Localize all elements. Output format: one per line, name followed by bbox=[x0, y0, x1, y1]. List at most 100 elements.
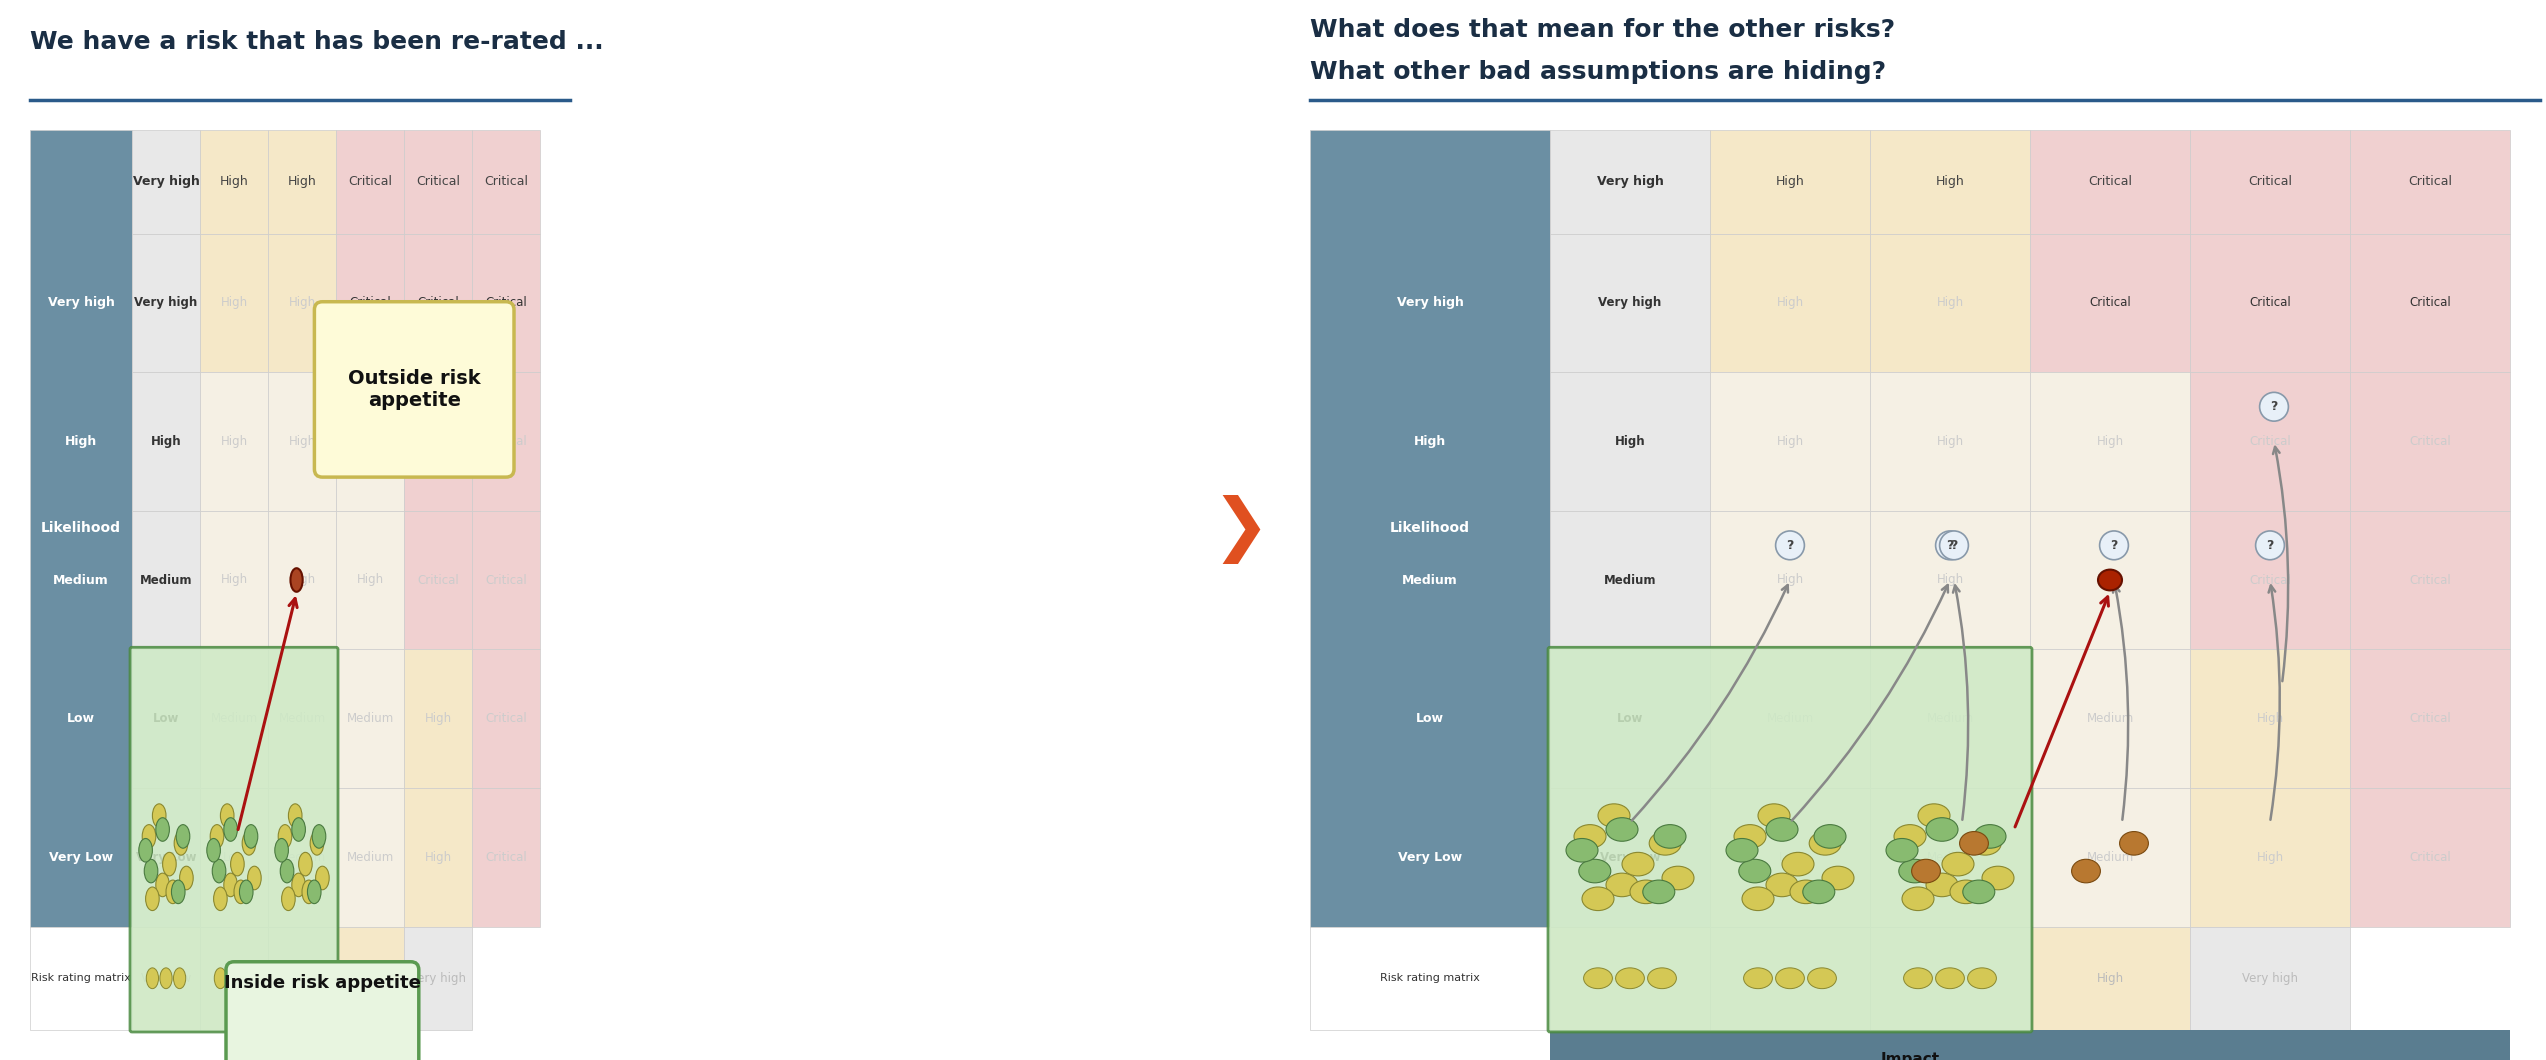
Bar bbox=[2190, 233, 2350, 372]
Text: Medium: Medium bbox=[1927, 851, 1973, 864]
Bar bbox=[1711, 926, 1869, 1030]
Text: High: High bbox=[1775, 175, 1805, 189]
Bar bbox=[267, 926, 336, 1030]
Text: Medium: Medium bbox=[140, 573, 193, 586]
Bar bbox=[132, 788, 201, 926]
Ellipse shape bbox=[1894, 825, 1925, 848]
Bar bbox=[201, 233, 267, 372]
Bar bbox=[201, 926, 267, 1030]
Text: Critical: Critical bbox=[2090, 297, 2131, 310]
Text: High: High bbox=[288, 297, 316, 310]
Text: High: High bbox=[356, 435, 384, 448]
Ellipse shape bbox=[1960, 831, 1988, 855]
Text: High: High bbox=[2095, 435, 2123, 448]
Text: Very low: Very low bbox=[140, 972, 191, 985]
Text: Very high: Very high bbox=[132, 175, 199, 189]
Ellipse shape bbox=[234, 880, 247, 903]
Ellipse shape bbox=[143, 825, 155, 848]
Text: Critical: Critical bbox=[418, 573, 458, 586]
Circle shape bbox=[1775, 531, 1805, 560]
Text: Very high: Very high bbox=[135, 297, 199, 310]
Bar bbox=[1869, 130, 2029, 233]
Text: High: High bbox=[2256, 851, 2284, 864]
Bar bbox=[267, 233, 336, 372]
Ellipse shape bbox=[1973, 825, 2006, 848]
Ellipse shape bbox=[288, 803, 303, 828]
Text: Critical: Critical bbox=[418, 297, 458, 310]
Bar bbox=[1869, 233, 2029, 372]
Ellipse shape bbox=[206, 838, 222, 862]
Text: Medium: Medium bbox=[1403, 573, 1459, 586]
Circle shape bbox=[1940, 531, 1968, 560]
Bar bbox=[405, 511, 471, 650]
Ellipse shape bbox=[1599, 803, 1629, 828]
Text: Low: Low bbox=[1416, 712, 1444, 725]
Bar bbox=[336, 130, 405, 233]
Ellipse shape bbox=[1968, 831, 2001, 855]
Text: ?: ? bbox=[2111, 538, 2118, 552]
Bar bbox=[1869, 372, 2029, 511]
Ellipse shape bbox=[153, 803, 165, 828]
Bar bbox=[2190, 788, 2350, 926]
Bar bbox=[1311, 926, 1551, 1030]
Text: Medium: Medium bbox=[2085, 851, 2134, 864]
Text: Critical: Critical bbox=[2248, 435, 2291, 448]
Bar bbox=[336, 926, 405, 1030]
Bar bbox=[336, 372, 405, 511]
Text: Critical: Critical bbox=[2248, 175, 2291, 189]
Text: Medium: Medium bbox=[346, 712, 395, 725]
Ellipse shape bbox=[1739, 860, 1772, 883]
Bar bbox=[1551, 511, 1711, 650]
Ellipse shape bbox=[295, 968, 308, 989]
Bar bbox=[201, 650, 267, 788]
Bar bbox=[132, 926, 201, 1030]
Ellipse shape bbox=[1963, 880, 1996, 903]
Bar bbox=[1311, 130, 1551, 926]
Ellipse shape bbox=[224, 817, 237, 842]
Ellipse shape bbox=[244, 825, 257, 848]
FancyBboxPatch shape bbox=[130, 648, 339, 1032]
Bar bbox=[267, 788, 336, 926]
Text: High: High bbox=[288, 175, 316, 189]
Text: Very high: Very high bbox=[1596, 175, 1663, 189]
Bar bbox=[336, 650, 405, 788]
Text: Critical: Critical bbox=[484, 175, 527, 189]
Bar bbox=[336, 511, 405, 650]
Bar bbox=[1551, 1030, 2510, 1060]
Text: High: High bbox=[222, 435, 247, 448]
Bar bbox=[1551, 650, 1711, 788]
Ellipse shape bbox=[2121, 831, 2149, 855]
Ellipse shape bbox=[1767, 817, 1797, 842]
Ellipse shape bbox=[214, 968, 227, 989]
Ellipse shape bbox=[242, 831, 255, 855]
Ellipse shape bbox=[290, 568, 303, 591]
Ellipse shape bbox=[278, 825, 293, 848]
Text: Very high: Very high bbox=[48, 297, 115, 310]
Bar bbox=[405, 650, 471, 788]
Text: High: High bbox=[219, 175, 250, 189]
Ellipse shape bbox=[155, 817, 171, 842]
Text: High: High bbox=[288, 573, 316, 586]
Bar bbox=[336, 233, 405, 372]
Ellipse shape bbox=[229, 968, 239, 989]
Text: Critical: Critical bbox=[486, 851, 527, 864]
Text: High: High bbox=[425, 851, 451, 864]
Bar bbox=[267, 130, 336, 233]
Text: Inside risk appetite: Inside risk appetite bbox=[224, 974, 420, 992]
Bar bbox=[2190, 926, 2350, 1030]
Text: Medium: Medium bbox=[1767, 712, 1813, 725]
Text: Medium: Medium bbox=[278, 972, 326, 985]
Ellipse shape bbox=[1655, 825, 1685, 848]
Text: Medium: Medium bbox=[1604, 573, 1657, 586]
Ellipse shape bbox=[1899, 860, 1930, 883]
Text: Critical: Critical bbox=[486, 712, 527, 725]
Ellipse shape bbox=[1647, 968, 1675, 989]
Ellipse shape bbox=[1734, 825, 1767, 848]
Bar bbox=[2350, 788, 2510, 926]
Text: Low: Low bbox=[1617, 712, 1642, 725]
Ellipse shape bbox=[308, 880, 321, 903]
Ellipse shape bbox=[1642, 880, 1675, 903]
Ellipse shape bbox=[239, 880, 252, 903]
Ellipse shape bbox=[145, 968, 158, 989]
Text: Critical: Critical bbox=[349, 297, 392, 310]
